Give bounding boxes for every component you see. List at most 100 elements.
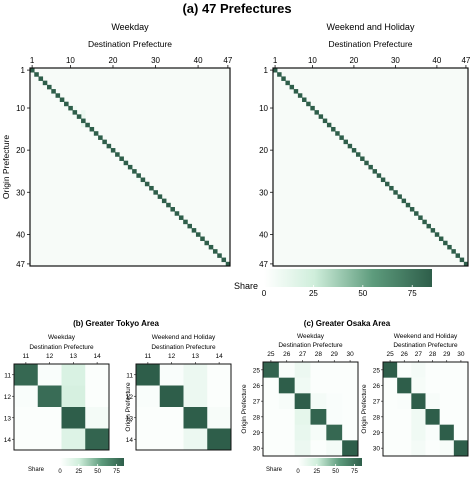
heatmap-cell [278, 377, 295, 394]
x-tick-label: 10 [66, 56, 75, 65]
heatmap-cell [37, 407, 62, 429]
x-tick-label: 27 [415, 351, 423, 358]
x-tick-label: 20 [349, 56, 358, 65]
y-tick-label: 30 [16, 188, 25, 197]
y-tick-label: 26 [253, 383, 261, 390]
heatmap-diagonal-cell [42, 80, 48, 86]
heatmap-cell [136, 407, 161, 429]
heatmap-a-1: Weekend and Holiday Destination Prefectur… [259, 22, 471, 269]
x-tick-label: 29 [443, 351, 451, 358]
heatmap-cell [263, 362, 280, 378]
heatmap-cell [37, 364, 62, 386]
heatmap-diagonal-cell [347, 143, 353, 149]
y-tick-label: 47 [259, 260, 268, 269]
legend-b-colorbar [60, 458, 124, 466]
heatmap-cell [439, 362, 455, 378]
heatmap-cell [136, 428, 161, 451]
heatmap-cell [183, 364, 208, 386]
plot-frame [13, 363, 110, 451]
x-tick-label: 40 [194, 56, 203, 65]
heatmap-diagonal-cell [447, 244, 452, 250]
heatmap-diagonal-cell [212, 249, 218, 254]
heatmap-cell [37, 385, 62, 408]
heatmap-diagonal-cell [166, 202, 171, 208]
y-tick-label: 11 [4, 372, 11, 379]
heatmap-diagonal-cell [170, 207, 175, 212]
heatmap-cell [425, 377, 440, 394]
main-title: (a) 47 Prefectures [182, 1, 291, 16]
x-tick-label: 26 [401, 351, 409, 358]
heatmap-diagonal-cell [297, 93, 303, 98]
panel-title: Weekend and Holiday [394, 333, 458, 340]
y-tick-label: 11 [126, 372, 133, 379]
legend-colorbar [264, 269, 432, 287]
heatmap-diagonal-cell [93, 131, 99, 136]
heatmap-cell [453, 440, 469, 457]
heatmap-cell [159, 364, 184, 386]
heatmap-cell [14, 428, 39, 451]
heatmap-cell [263, 440, 280, 457]
y-tick-label: 25 [253, 367, 261, 374]
heatmap-diagonal-cell [38, 76, 44, 81]
x-axis-label: Destination Prefecture [278, 342, 343, 349]
heatmap-diagonal-cell [149, 185, 154, 191]
heatmap-diagonal-cell [335, 131, 340, 136]
heatmap-diagonal-cell [318, 114, 324, 119]
y-axis-label: Origin Prefecture [1, 135, 11, 200]
legend-tick-label: 25 [309, 289, 318, 298]
heatmap-cell [263, 393, 280, 410]
heatmap-diagonal-cell [443, 240, 448, 246]
heatmap-diagonal-cell [89, 126, 95, 132]
x-axis-label: Destination Prefecture [393, 342, 458, 349]
heatmap-diagonal-cell [72, 110, 78, 115]
heatmap-cell [326, 362, 343, 378]
y-tick-label: 13 [126, 415, 134, 422]
heatmap-cell [294, 424, 311, 441]
heatmap-cell [61, 407, 86, 429]
y-tick-label: 10 [16, 104, 25, 113]
share-legend-c: Share 0 25 50 75 [266, 458, 362, 475]
heatmap-diagonal-cell [221, 257, 227, 263]
heatmap-cell [278, 424, 295, 441]
x-tick-label: 26 [283, 351, 291, 358]
heatmap-cell [411, 424, 426, 441]
heatmap-cell [310, 409, 327, 425]
heatmap-cell [278, 440, 295, 457]
heatmap-diagonal-cell [339, 135, 344, 140]
heatmap-diagonal-cell [418, 215, 423, 220]
heatmap-cell [342, 440, 359, 457]
heatmap-diagonal-cell [293, 89, 299, 94]
heatmap-diagonal-cell [430, 228, 436, 233]
heatmap-diagonal-cell [76, 114, 82, 119]
heatmap-cell [136, 177, 141, 182]
heatmap-diagonal-cell [405, 202, 411, 208]
heatmap-diagonal-cell [178, 215, 184, 220]
y-axis-label: Origin Prefecture [125, 382, 132, 432]
heatmap-cell [294, 409, 311, 425]
heatmap-diagonal-cell [310, 105, 315, 111]
heatmap-cell [411, 440, 426, 457]
y-tick-label: 27 [253, 399, 261, 406]
heatmap-cell [453, 362, 469, 378]
heatmap-diagonal-cell [459, 257, 465, 263]
y-tick-label: 13 [4, 415, 12, 422]
heatmap-cell [61, 385, 86, 408]
x-tick-label: 30 [151, 56, 160, 65]
heatmap-diagonal-cell [351, 148, 357, 153]
legend-c-ticks: 0 25 50 75 [296, 464, 358, 475]
heatmap-diagonal-cell [115, 152, 120, 157]
x-tick-label: 29 [331, 351, 339, 358]
y-tick-label: 28 [253, 414, 261, 421]
heatmap-cell [85, 364, 110, 386]
legend-tick-label: 0 [262, 289, 267, 298]
y-tick-label: 10 [259, 104, 268, 113]
heatmap-cell [425, 424, 440, 441]
heatmap-cell [425, 409, 440, 425]
heatmap-cell [140, 181, 146, 187]
x-tick-label: 13 [70, 353, 78, 360]
legend-tick-label: 50 [358, 289, 367, 298]
panel-title: Weekday [48, 334, 76, 341]
legend-tick-label: 0 [296, 469, 300, 474]
heatmap-diagonal-cell [30, 68, 35, 73]
